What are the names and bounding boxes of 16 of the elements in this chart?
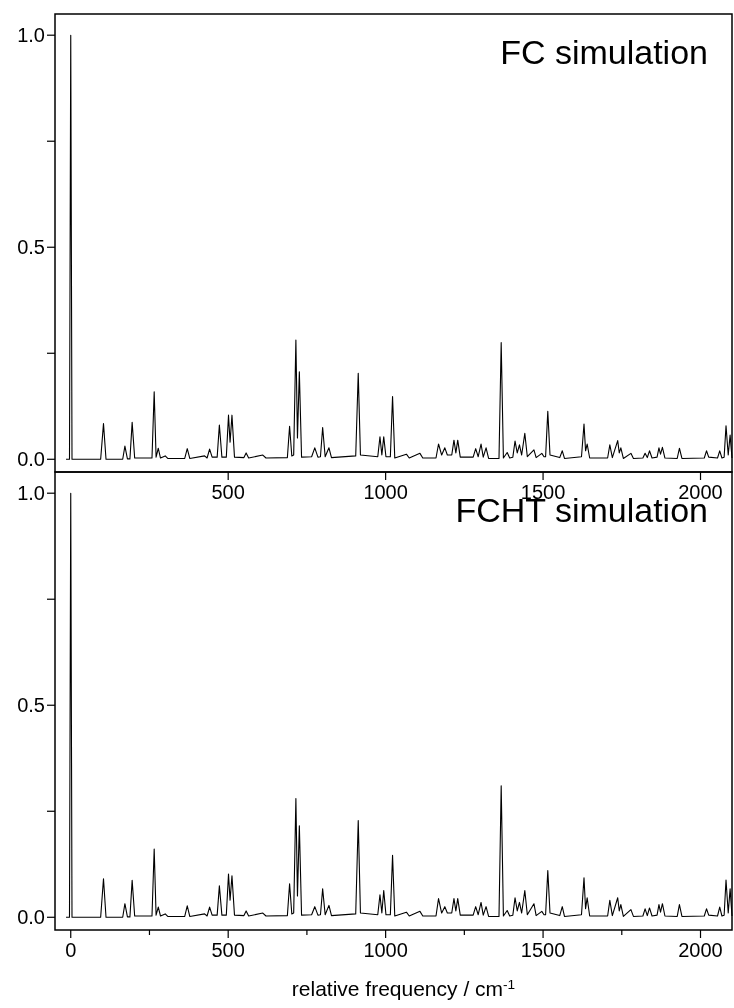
x-tick-label: 2000 [678,481,723,503]
x-tick-label: 2000 [678,939,723,961]
y-tick-label: 1.0 [17,482,45,505]
x-tick-label: 1000 [363,939,408,961]
y-tick-label: 0.0 [17,906,45,929]
x-tick-label: 1500 [520,939,566,961]
x-tick-label: 500 [211,481,245,503]
y-tick-label: 0.0 [17,448,45,471]
text: FC simulation [500,33,708,71]
x-axis-title: relative frequency / cm$^{-1}$ [291,976,516,1000]
y-tick-label: 1.0 [17,24,45,47]
y-tick-label: 0.5 [17,236,45,259]
x-tick-label: 500 [211,939,245,961]
x-tick-label: 0 [65,939,77,961]
y-tick-label: 0.5 [17,694,45,717]
x-tick-label: 1000 [363,481,408,503]
